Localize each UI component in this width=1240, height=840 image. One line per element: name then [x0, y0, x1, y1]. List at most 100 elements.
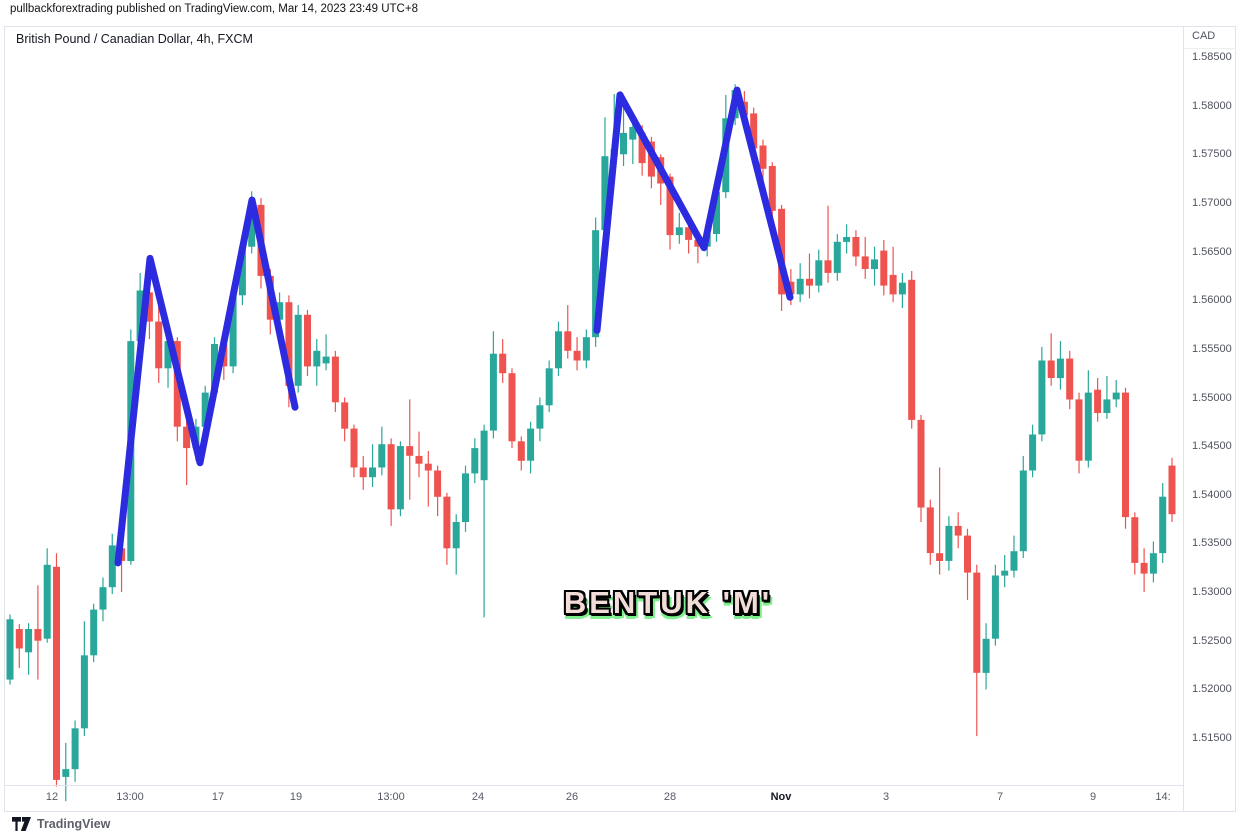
candle-up	[629, 127, 637, 140]
chart-title: British Pound / Canadian Dollar, 4h, FXC…	[16, 32, 253, 46]
candle-down	[564, 331, 572, 351]
candle-up	[396, 446, 404, 510]
price-axis-label: 1.53000	[1192, 586, 1232, 598]
candle-down	[759, 145, 767, 169]
candle-down	[1047, 360, 1055, 378]
time-axis-label: 13:00	[116, 791, 144, 803]
candle-up	[555, 331, 562, 369]
candle-up	[462, 473, 469, 522]
watermark: TradingView	[12, 817, 110, 831]
candle-up	[1029, 434, 1037, 471]
time-axis-label: 13:00	[377, 791, 405, 803]
candle-down	[499, 353, 507, 374]
currency-label-divider	[1184, 48, 1236, 49]
candle-down	[917, 419, 925, 508]
candle-down	[145, 292, 153, 322]
price-axis-label: 1.56500	[1192, 246, 1232, 258]
candle-up	[1112, 392, 1120, 400]
candle-down	[638, 132, 646, 164]
price-axis-label: 1.52500	[1192, 635, 1232, 647]
candle-up	[80, 655, 88, 729]
candle-up	[1010, 551, 1018, 571]
candle-down	[573, 350, 581, 361]
candle-up	[1001, 570, 1009, 576]
candle-up	[71, 728, 79, 770]
candle-down	[53, 566, 60, 780]
price-axis-label: 1.58500	[1192, 51, 1232, 63]
time-axis-label: 14:	[1155, 791, 1171, 803]
candle-down	[889, 274, 897, 295]
candle-up	[713, 192, 720, 234]
time-axis-label: 9	[1089, 791, 1097, 803]
time-axis-label: 17	[211, 791, 225, 803]
price-axis-label: 1.52000	[1192, 683, 1232, 695]
candle-down	[861, 256, 869, 269]
candle-up	[898, 282, 906, 295]
price-axis-label: 1.54500	[1192, 440, 1232, 452]
candle-up	[238, 246, 246, 296]
price-axis-label: 1.55500	[1192, 343, 1232, 355]
candle-up	[536, 405, 544, 429]
candle-up	[675, 227, 683, 236]
candle-up	[136, 290, 144, 342]
candle-up	[815, 260, 823, 286]
candle-down	[15, 629, 23, 649]
candle-up	[248, 204, 256, 247]
candle-down	[685, 227, 693, 240]
price-axis-label: 1.56000	[1192, 294, 1232, 306]
candle-up	[945, 525, 953, 561]
candle-down	[926, 507, 934, 554]
candle-down	[183, 426, 191, 449]
candle-up	[369, 467, 376, 478]
candle-up	[592, 230, 600, 338]
candle-up	[99, 587, 107, 610]
time-axis-label: 26	[565, 791, 579, 803]
candle-up	[545, 368, 553, 406]
candle-down	[973, 572, 981, 673]
candle-up	[108, 545, 116, 588]
time-axis-border	[4, 785, 1183, 786]
time-axis-label: 3	[882, 791, 890, 803]
candle-up	[1103, 399, 1111, 413]
candle-down	[806, 278, 813, 286]
candle-down	[285, 302, 293, 386]
price-axis-label: 1.55000	[1192, 392, 1232, 404]
candle-up	[276, 302, 284, 320]
candle-down	[1075, 399, 1083, 461]
candle-up	[1149, 553, 1157, 574]
attribution-text: pullbackforextrading published on Tradin…	[10, 3, 418, 15]
candle-up	[43, 564, 51, 639]
candle-up	[843, 237, 851, 242]
pattern-annotation-text: BENTUK 'M'	[563, 585, 773, 620]
candle-down	[964, 535, 971, 573]
candle-up	[211, 344, 218, 393]
candle-down	[341, 402, 349, 429]
candle-up	[620, 132, 627, 155]
candle-down	[936, 553, 944, 561]
candle-up	[489, 353, 497, 431]
time-axis-label: 28	[663, 791, 677, 803]
candle-down	[406, 446, 414, 456]
price-axis-label: 1.54000	[1192, 489, 1232, 501]
candle-up	[1019, 470, 1027, 552]
price-axis-label: 1.51500	[1192, 732, 1232, 744]
candle-down	[824, 260, 832, 273]
candle-down	[666, 176, 674, 236]
candle-up	[871, 259, 878, 270]
candle-down	[155, 321, 163, 369]
candle-up	[452, 522, 460, 549]
candle-up	[991, 575, 999, 639]
candle-down	[1168, 465, 1176, 515]
candle-down	[517, 441, 525, 461]
price-axis-label: 1.53500	[1192, 537, 1232, 549]
candle-up	[313, 350, 321, 367]
candle-down	[424, 463, 432, 471]
candle-up	[90, 609, 98, 656]
candle-up	[201, 392, 209, 427]
candle-down	[1140, 562, 1148, 574]
currency-label: CAD	[1192, 30, 1216, 42]
candle-down	[443, 496, 451, 549]
candle-down	[954, 525, 962, 536]
candle-down	[387, 444, 395, 510]
